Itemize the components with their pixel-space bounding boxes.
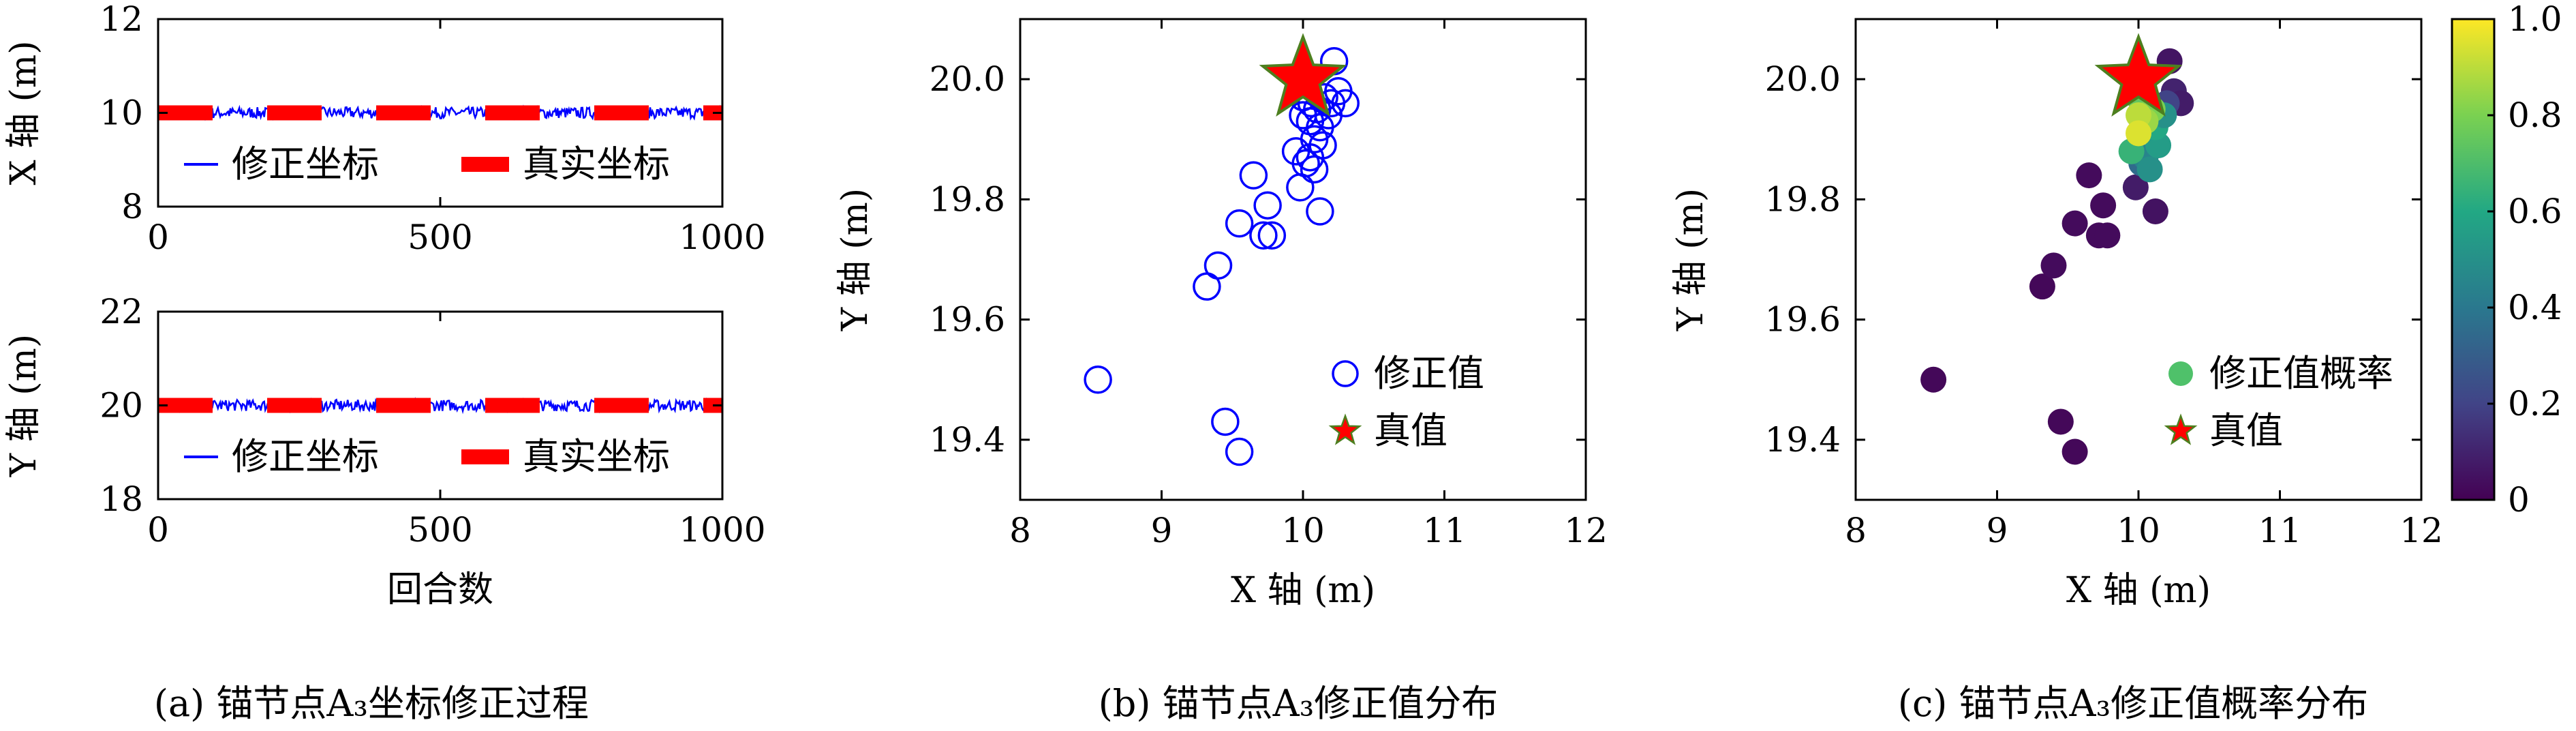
caption-c: (c) 锚节点A₃修正值概率分布 (1898, 682, 2368, 725)
colorbar (2451, 18, 2496, 501)
y-tick-label: 19.4 (930, 420, 1005, 460)
panel-a-top-chart: 0 500 1000 8 10 12 X 轴 (m) 修正坐标 真实坐标 (3, 0, 766, 257)
scatter-point (2122, 174, 2149, 200)
y-axis-label: X 轴 (m) (3, 41, 44, 185)
colorbar-tick-label: 0.6 (2508, 192, 2562, 231)
x-tick-label: 500 (408, 510, 472, 550)
x-tick-label: 10 (1281, 511, 1325, 550)
scatter-point (1300, 155, 1329, 184)
legend-swatch-points (2168, 361, 2193, 386)
caption-b: (b) 锚节点A₃修正值分布 (1099, 682, 1499, 725)
legend-swatch-star (1328, 413, 1362, 445)
true-value-star (1259, 33, 1347, 117)
x-tick-label: 11 (2258, 511, 2302, 550)
y-tick-label: 12 (99, 0, 143, 39)
y-tick-label: 19.6 (930, 300, 1005, 340)
x-tick-label: 9 (1151, 511, 1173, 550)
scatter-point (2136, 156, 2163, 183)
scatter-point (1291, 149, 1320, 178)
x-axis-label: X 轴 (m) (1231, 570, 1375, 611)
colorbar-tick-label: 1.0 (2508, 0, 2562, 39)
y-axis-label: Y 轴 (m) (3, 334, 44, 477)
x-axis-label: 回合数 (387, 569, 493, 610)
y-tick-label: 19.4 (1765, 420, 1841, 460)
legend-swatch-star (2164, 413, 2198, 445)
scatter-point (1203, 251, 1233, 280)
x-tick-label: 12 (2399, 511, 2443, 550)
y-tick-label: 20 (99, 386, 143, 426)
x-tick-label: 10 (2117, 511, 2160, 550)
y-tick-label: 20.0 (1765, 59, 1841, 99)
legend-label-corrected: 修正坐标 (232, 143, 379, 185)
y-axis-label: Y 轴 (m) (835, 188, 876, 331)
scatter-point (2126, 102, 2151, 128)
panel-b-chart: 8 9 10 11 12 19.4 19.6 19.8 20.0 Y 轴 (m) X 轴 (m) 修正… (835, 18, 1608, 611)
y-tick-label: 8 (121, 187, 143, 226)
legend-swatch-points (1332, 360, 1359, 387)
x-tick-label: 1000 (679, 510, 765, 550)
panel-a-bottom-chart: 0 500 1000 18 20 22 Y 轴 (m) 回合数 修正坐标 真实坐标 (3, 292, 766, 610)
scatter-point (1211, 407, 1240, 436)
scatter-point (1286, 173, 1315, 202)
y-tick-label: 19.6 (1765, 300, 1841, 340)
scatter-point (1239, 161, 1268, 190)
y-tick-label: 19.8 (930, 179, 1005, 219)
x-tick-label: 0 (147, 218, 169, 257)
scatter-point (2142, 198, 2168, 224)
scatter-point (1306, 197, 1334, 226)
x-axis-label: X 轴 (m) (2066, 570, 2211, 611)
legend-label-star: 真值 (1374, 409, 1447, 452)
scatter-point (2047, 408, 2074, 435)
legend-label-true: 真实坐标 (523, 143, 670, 185)
legend-label-points: 修正值 (1374, 352, 1484, 395)
scatter-point (2090, 192, 2117, 219)
scatter-point (2061, 438, 2088, 465)
caption-a: (a) 锚节点A₃坐标修正过程 (154, 682, 589, 725)
legend-label-corrected: 修正坐标 (232, 435, 379, 478)
scatter-point (1920, 366, 1947, 393)
scatter-point (2126, 120, 2151, 147)
panel-c-chart: 8 9 10 11 12 19.4 19.6 19.8 20.0 Y 轴 (m) X 轴 (m) 修正… (1670, 0, 2562, 611)
scatter-point (1225, 437, 1254, 466)
colorbar-tick-label: 0.4 (2508, 288, 2562, 327)
y-tick-label: 19.8 (1765, 179, 1841, 219)
legend-label-points: 修正值概率 (2209, 352, 2393, 395)
scatter-point (1257, 221, 1287, 250)
y-tick-label: 10 (99, 93, 143, 133)
legend-label-true: 真实坐标 (523, 435, 670, 478)
colorbar-tick-label: 0.2 (2508, 384, 2562, 423)
x-tick-label: 11 (1423, 511, 1467, 550)
colorbar-tick-label: 0.8 (2508, 95, 2562, 135)
colorbar-tick-label: 0 (2508, 480, 2530, 520)
y-tick-label: 22 (99, 292, 143, 331)
true-value-star (2094, 33, 2183, 117)
legend-label-star: 真值 (2209, 409, 2283, 452)
x-tick-label: 9 (1987, 511, 2008, 550)
scatter-point (2094, 222, 2121, 249)
scatter-point (2029, 273, 2055, 300)
x-tick-label: 1000 (679, 218, 765, 257)
x-tick-label: 12 (1564, 511, 1608, 550)
x-tick-label: 500 (408, 218, 472, 257)
x-tick-label: 0 (147, 510, 169, 550)
y-tick-label: 18 (99, 479, 143, 519)
y-axis-label: Y 轴 (m) (1670, 188, 1711, 331)
scatter-point (2061, 210, 2088, 237)
scatter-point (1084, 366, 1112, 394)
x-tick-label: 8 (1845, 511, 1867, 550)
scatter-point (1253, 191, 1282, 220)
scatter-point (1249, 221, 1278, 250)
scatter-point (1225, 209, 1254, 238)
scatter-point (2076, 162, 2102, 189)
x-tick-label: 8 (1009, 511, 1031, 550)
y-tick-label: 20.0 (930, 59, 1005, 99)
scatter-point (2040, 252, 2067, 279)
